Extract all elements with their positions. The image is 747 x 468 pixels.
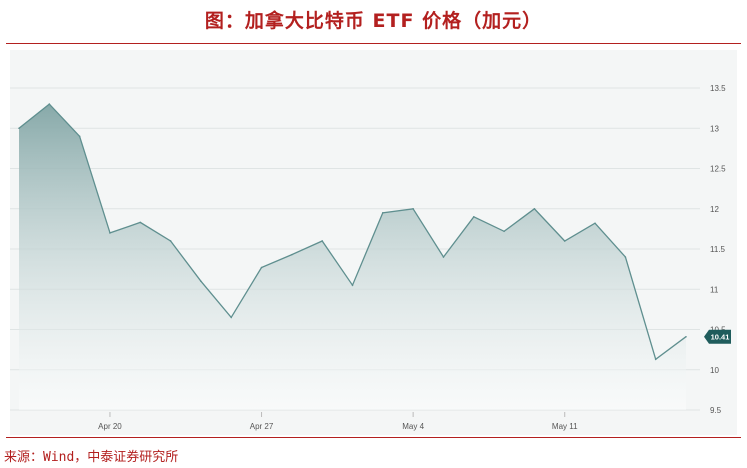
data-point: [260, 266, 263, 269]
y-tick-label: 9.5: [710, 406, 722, 415]
data-point: [654, 358, 657, 361]
x-tick-label: Apr 20: [98, 422, 122, 431]
data-point: [169, 240, 172, 242]
footer-rule: [6, 437, 741, 438]
data-point: [472, 216, 475, 218]
data-point: [563, 240, 566, 242]
data-point: [685, 335, 687, 338]
data-point: [321, 240, 323, 242]
y-tick-label: 12: [710, 205, 719, 214]
y-tick-label: 13.5: [710, 84, 726, 93]
data-point: [109, 232, 111, 234]
data-point: [382, 211, 384, 214]
data-point: [200, 280, 202, 282]
data-point: [503, 230, 505, 233]
x-axis-ticks: Apr 20 Apr 27 May 4 May 11: [98, 412, 578, 431]
last-value-label: 10.41: [711, 333, 730, 342]
x-tick-label: Apr 27: [250, 422, 274, 431]
data-point: [291, 253, 293, 256]
y-tick-label: 11: [710, 285, 719, 294]
data-point: [139, 221, 142, 224]
x-tick-label: May 11: [552, 422, 578, 431]
data-point: [351, 284, 354, 287]
last-value-marker: [704, 329, 731, 344]
data-point: [594, 222, 596, 225]
chart-title: 图：加拿大比特币 ETF 价格（加元）: [204, 10, 543, 32]
title-underline: [6, 43, 741, 44]
x-tick-label: May 4: [402, 422, 424, 431]
last-value-badge: 10.41: [704, 329, 731, 344]
price-area: [19, 104, 686, 410]
data-point: [533, 207, 536, 210]
data-point: [412, 207, 414, 210]
y-tick-label: 13: [710, 124, 719, 133]
data-point: [442, 256, 445, 258]
y-tick-label: 12.5: [710, 165, 726, 174]
y-tick-label: 11.5: [710, 245, 726, 254]
data-point: [624, 256, 627, 258]
data-point: [48, 103, 51, 105]
data-point: [230, 316, 233, 319]
source-note: 来源：Wind，中泰证券研究所: [4, 450, 179, 465]
data-point: [78, 135, 81, 138]
data-point: [18, 127, 20, 130]
y-tick-label: 10: [710, 366, 719, 375]
